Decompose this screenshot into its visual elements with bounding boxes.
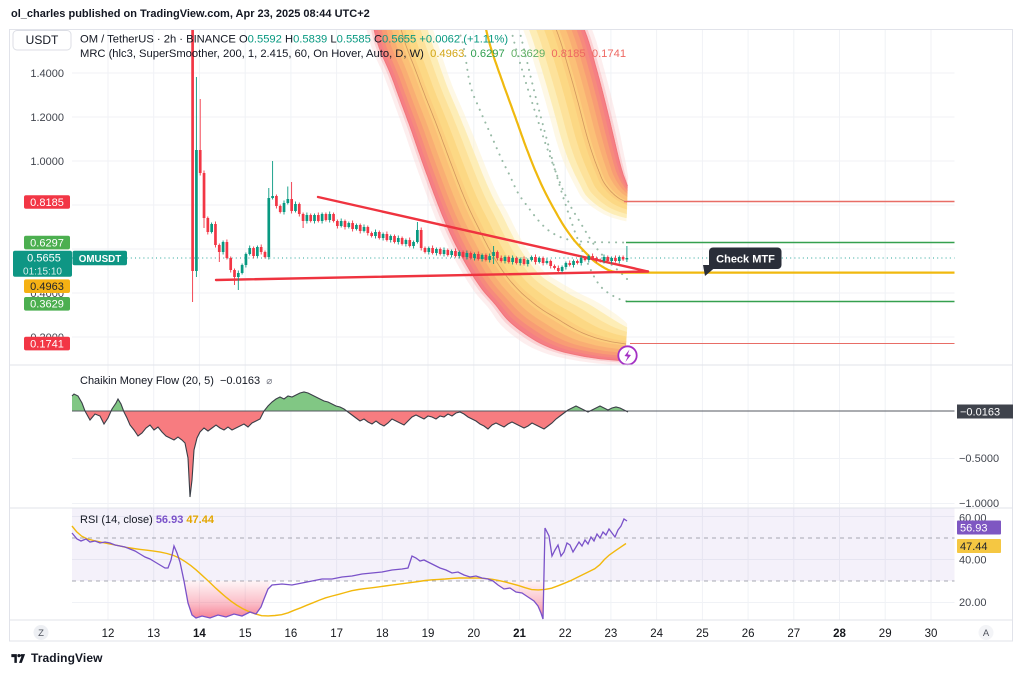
svg-text:23: 23 [605, 628, 618, 640]
svg-text:OM / TetherUS · 2h · BINANCE: OM / TetherUS · 2h · BINANCE O0.5592 H0.… [80, 34, 508, 46]
svg-text:15: 15 [239, 628, 252, 640]
svg-text:OMUSDT: OMUSDT [79, 254, 121, 265]
svg-text:1.2000: 1.2000 [30, 112, 64, 124]
svg-text:19: 19 [422, 628, 435, 640]
svg-text:1.0000: 1.0000 [30, 156, 64, 168]
svg-text:Chaikin Money Flow (20, 5) −0: Chaikin Money Flow (20, 5) −0.0163 ⌀ [80, 375, 272, 387]
svg-text:0.8185: 0.8185 [30, 197, 64, 209]
svg-text:28: 28 [833, 628, 846, 640]
svg-text:0.3629: 0.3629 [30, 299, 64, 311]
svg-text:Z: Z [38, 628, 44, 639]
svg-text:12: 12 [102, 628, 115, 640]
svg-text:17: 17 [330, 628, 343, 640]
svg-text:29: 29 [879, 628, 892, 640]
svg-text:−0.5000: −0.5000 [959, 453, 999, 465]
svg-text:−0.0163: −0.0163 [960, 407, 1000, 419]
svg-text:40.00: 40.00 [959, 555, 987, 567]
svg-text:16: 16 [285, 628, 298, 640]
svg-text:25: 25 [696, 628, 709, 640]
svg-text:13: 13 [147, 628, 160, 640]
svg-text:47.44: 47.44 [960, 541, 988, 553]
svg-text:0.1741: 0.1741 [30, 338, 64, 350]
svg-text:18: 18 [376, 628, 389, 640]
svg-text:21: 21 [513, 628, 526, 640]
svg-text:20.00: 20.00 [959, 597, 987, 609]
svg-text:RSI (14, close) 56.93 47.44: RSI (14, close) 56.93 47.44 [80, 514, 215, 526]
svg-text:0.5655: 0.5655 [27, 253, 61, 265]
svg-text:01:15:10: 01:15:10 [23, 266, 62, 277]
svg-text:26: 26 [742, 628, 755, 640]
svg-text:22: 22 [559, 628, 572, 640]
svg-text:MRC (hlc3, SuperSmoother, 200,: MRC (hlc3, SuperSmoother, 200, 1, 2.415,… [80, 48, 626, 60]
svg-text:56.93: 56.93 [960, 523, 988, 535]
svg-text:USDT: USDT [26, 33, 59, 47]
svg-text:30: 30 [925, 628, 938, 640]
svg-text:A: A [983, 628, 990, 639]
svg-text:27: 27 [787, 628, 800, 640]
svg-text:−1.0000: −1.0000 [959, 498, 999, 510]
svg-text:0.4963: 0.4963 [30, 281, 64, 293]
svg-text:1.4000: 1.4000 [30, 68, 64, 80]
svg-text:20: 20 [467, 628, 480, 640]
svg-text:24: 24 [650, 628, 663, 640]
svg-text:14: 14 [193, 628, 206, 640]
svg-text:0.6297: 0.6297 [30, 237, 64, 249]
svg-text:Check MTF: Check MTF [716, 254, 775, 266]
